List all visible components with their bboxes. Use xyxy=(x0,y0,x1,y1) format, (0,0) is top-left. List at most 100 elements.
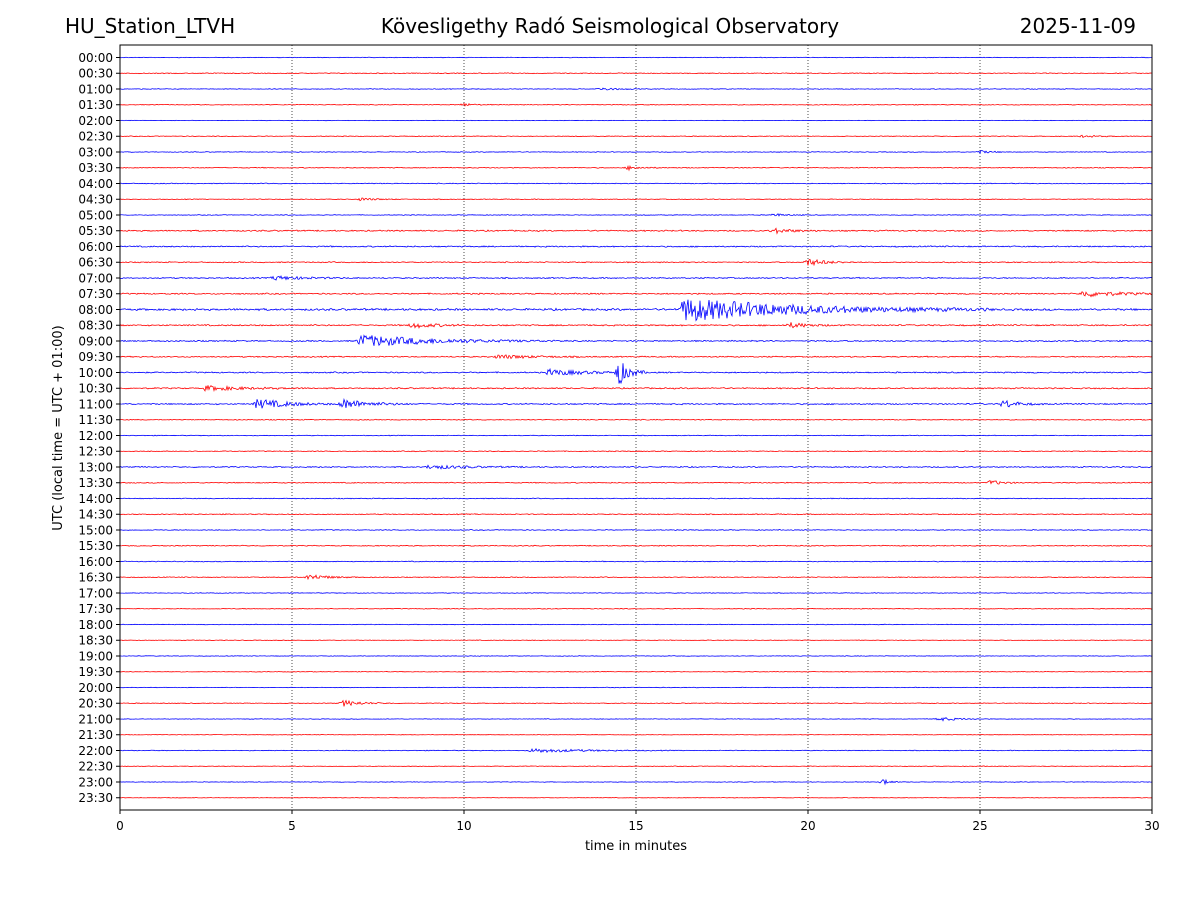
trace-0330 xyxy=(120,164,1152,172)
y-tick-label: 06:00 xyxy=(78,240,113,254)
y-tick-label: 16:30 xyxy=(78,571,113,585)
y-tick-label: 01:00 xyxy=(78,82,113,96)
trace-1530 xyxy=(120,544,1152,547)
y-tick-label: 09:30 xyxy=(78,350,113,364)
trace-0000 xyxy=(120,56,1152,59)
grid-lines xyxy=(291,45,981,810)
trace-1300 xyxy=(120,464,1152,470)
trace-1630 xyxy=(120,574,1152,581)
y-tick-label: 19:00 xyxy=(78,649,113,663)
y-tick-label: 04:30 xyxy=(78,193,113,207)
trace-1600 xyxy=(120,560,1152,563)
trace-2330 xyxy=(120,797,1152,799)
y-tick-label: 03:00 xyxy=(78,145,113,159)
trace-0900 xyxy=(120,334,1152,347)
trace-0700 xyxy=(120,275,1152,281)
y-tick-label: 08:00 xyxy=(78,303,113,317)
trace-1900 xyxy=(120,655,1152,657)
trace-1730 xyxy=(120,607,1152,610)
x-tick-label: 30 xyxy=(1144,819,1159,833)
x-tick-label: 0 xyxy=(116,819,124,833)
trace-0500 xyxy=(120,213,1152,217)
y-tick-label: 07:00 xyxy=(78,271,113,285)
y-tick-label: 12:00 xyxy=(78,429,113,443)
y-tick-label: 17:00 xyxy=(78,586,113,600)
trace-1130 xyxy=(120,418,1152,421)
y-tick-label: 04:00 xyxy=(78,177,113,191)
trace-1030 xyxy=(120,385,1152,393)
trace-0130 xyxy=(120,102,1152,107)
x-ticks: 0 5 10 15 20 25 30 xyxy=(116,810,1160,833)
trace-2230 xyxy=(120,765,1152,768)
y-tick-label: 14:30 xyxy=(78,508,113,522)
trace-0600 xyxy=(120,245,1152,248)
y-tick-label: 19:30 xyxy=(78,665,113,679)
trace-0800 xyxy=(120,299,1152,322)
y-tick-label: 22:00 xyxy=(78,744,113,758)
y-tick-label: 20:00 xyxy=(78,681,113,695)
y-tick-label: 00:30 xyxy=(78,67,113,81)
observatory-title: Kövesligethy Radó Seismological Observat… xyxy=(380,14,840,38)
y-tick-label: 18:30 xyxy=(78,634,113,648)
trace-area xyxy=(120,56,1152,799)
y-tick-label: 11:00 xyxy=(78,397,113,411)
y-tick-label: 08:30 xyxy=(78,319,113,333)
y-tick-label: 17:30 xyxy=(78,602,113,616)
trace-0830 xyxy=(120,322,1152,329)
y-tick-label: 14:00 xyxy=(78,492,113,506)
y-tick-label: 11:30 xyxy=(78,413,113,427)
trace-0030 xyxy=(120,72,1152,75)
y-tick-label: 23:30 xyxy=(78,791,113,805)
y-tick-label: 05:30 xyxy=(78,224,113,238)
trace-0230 xyxy=(120,134,1152,139)
y-tick-label: 20:30 xyxy=(78,697,113,711)
trace-1230 xyxy=(120,450,1152,453)
y-tick-label: 10:00 xyxy=(78,366,113,380)
y-tick-label: 21:30 xyxy=(78,728,113,742)
trace-1700 xyxy=(120,592,1152,594)
station-title: HU_Station_LTVH xyxy=(65,14,236,38)
trace-1800 xyxy=(120,623,1152,626)
trace-0100 xyxy=(120,87,1152,91)
trace-2300 xyxy=(120,778,1152,786)
y-tick-label: 05:00 xyxy=(78,208,113,222)
y-tick-label: 13:00 xyxy=(78,460,113,474)
y-tick-label: 18:00 xyxy=(78,618,113,632)
y-tick-label: 16:00 xyxy=(78,555,113,569)
y-tick-label: 15:00 xyxy=(78,523,113,537)
trace-1000 xyxy=(120,363,1152,385)
y-tick-label: 07:30 xyxy=(78,287,113,301)
y-tick-label: 13:30 xyxy=(78,476,113,490)
x-tick-label: 5 xyxy=(288,819,296,833)
y-tick-label: 06:30 xyxy=(78,256,113,270)
trace-1830 xyxy=(120,639,1152,642)
trace-2130 xyxy=(120,734,1152,736)
y-tick-label: 22:30 xyxy=(78,760,113,774)
y-tick-label: 12:30 xyxy=(78,445,113,459)
y-axis-label: UTC (local time = UTC + 01:00) xyxy=(51,325,66,530)
trace-0400 xyxy=(120,182,1152,185)
trace-2100 xyxy=(120,716,1152,722)
y-tick-label: 23:00 xyxy=(78,775,113,789)
trace-0200 xyxy=(120,119,1152,122)
trace-1330 xyxy=(120,480,1152,485)
y-tick-label: 10:30 xyxy=(78,382,113,396)
trace-1930 xyxy=(120,670,1152,673)
y-tick-label: 15:30 xyxy=(78,539,113,553)
trace-0430 xyxy=(120,197,1152,202)
x-tick-label: 25 xyxy=(972,819,987,833)
trace-2030 xyxy=(120,699,1152,707)
trace-0300 xyxy=(120,150,1152,155)
trace-1400 xyxy=(120,497,1152,500)
y-tick-label: 00:00 xyxy=(78,51,113,65)
date-title: 2025-11-09 xyxy=(1019,14,1136,38)
trace-1500 xyxy=(120,529,1152,531)
x-axis-label: time in minutes xyxy=(585,839,687,854)
trace-0630 xyxy=(120,258,1152,267)
trace-2000 xyxy=(120,686,1152,689)
trace-1200 xyxy=(120,434,1152,437)
y-tick-label: 03:30 xyxy=(78,161,113,175)
x-tick-label: 10 xyxy=(456,819,471,833)
